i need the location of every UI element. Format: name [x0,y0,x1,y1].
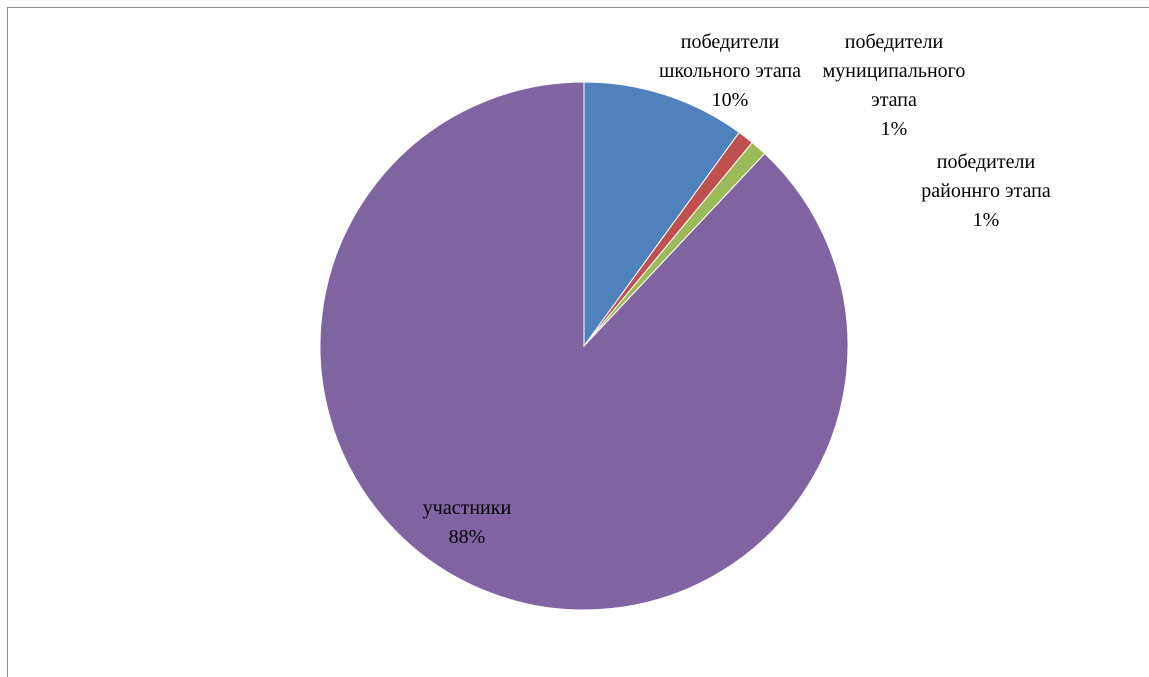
slice-label-2: победители районнго этапа 1% [921,151,1051,231]
pie-slice-0 [583,81,740,348]
pie-slice-3 [319,81,849,611]
chart-area [7,7,1149,677]
slice-label-line-3-0: участники [423,497,512,519]
slices-layer [319,81,849,611]
slice-percent-3: 88% [449,526,486,548]
slice-label-line-2-1: районнго этапа [921,180,1051,202]
slice-label-3: участники 88% [423,497,512,548]
slice-label-line-1-1: муниципального [823,60,966,82]
slice-label-line-1-2: этапа [871,89,917,111]
slice-percent-1: 1% [881,118,908,140]
slice-label-line-0-0: победители [681,31,780,53]
slice-label-0: победители школьного этапа 10% [659,31,801,111]
slice-percent-2: 1% [973,209,1000,231]
labels-layer: победители школьного этапа 10% победители му… [423,31,1051,548]
slice-label-line-2-0: победители [937,151,1036,173]
slice-label-line-0-1: школьного этапа [659,60,801,82]
slice-percent-0: 10% [712,89,749,111]
slice-label-line-1-0: победители [845,31,944,53]
slice-label-1: победители муниципального этапа 1% [823,31,966,140]
